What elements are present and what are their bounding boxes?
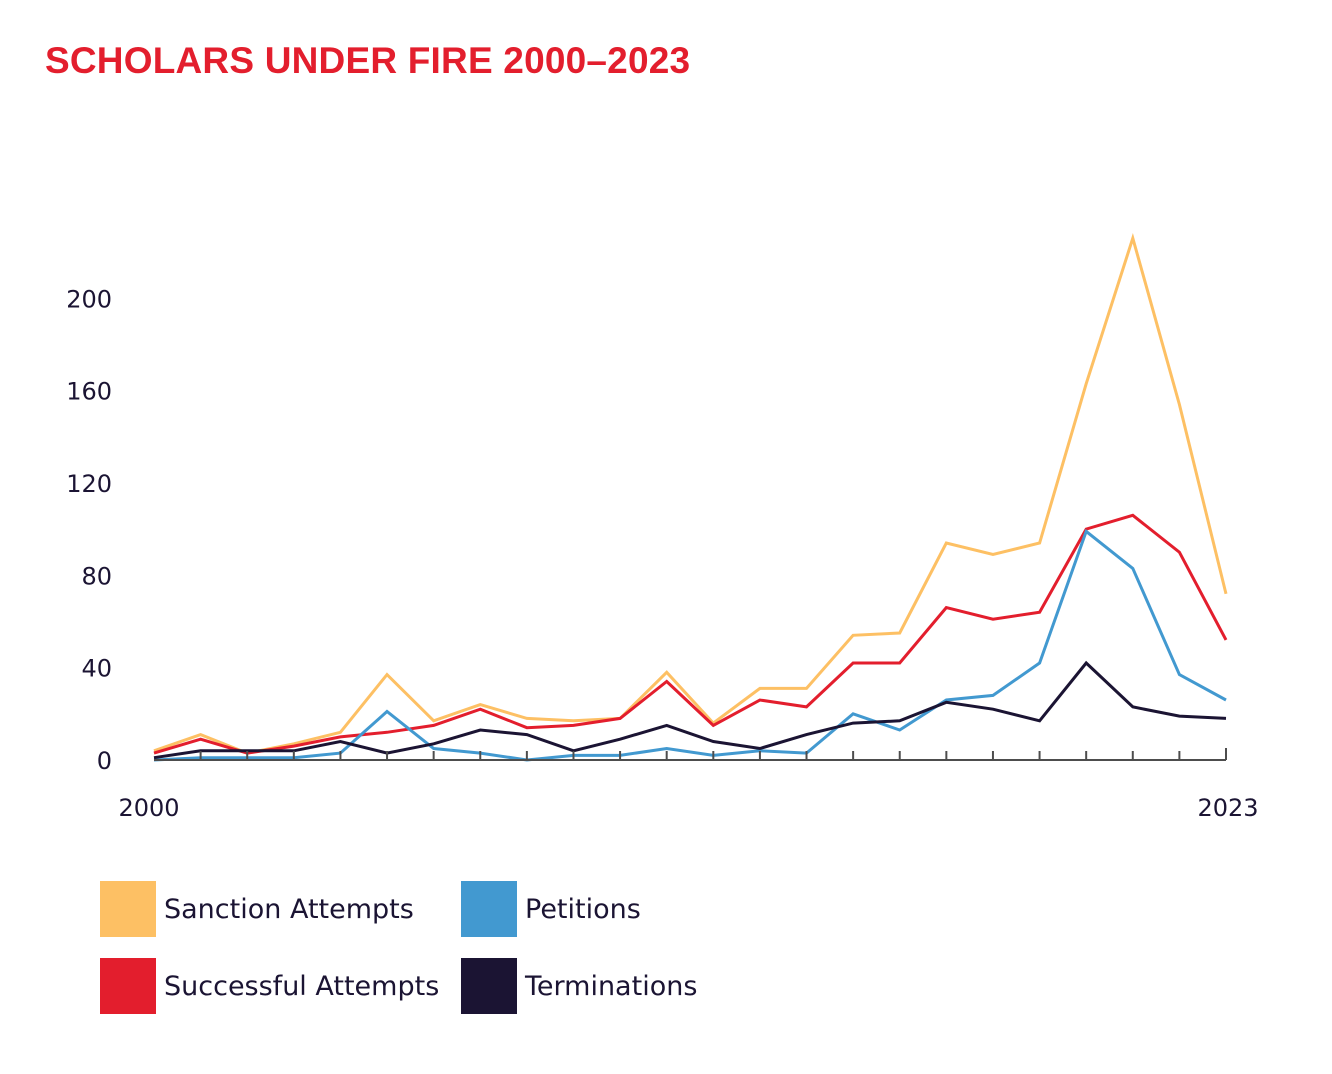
legend-label: Successful Attempts	[164, 970, 440, 1002]
legend-swatch	[461, 881, 517, 937]
legend-swatch	[100, 881, 156, 937]
legend-item: Sanction Attempts	[100, 881, 414, 937]
x-axis-labels: 2000 2023	[118, 794, 1258, 822]
y-tick-label: 80	[81, 562, 112, 590]
legend-item: Petitions	[461, 881, 641, 937]
series-lines	[153, 232, 1228, 762]
x-tick-label: 2023	[1197, 794, 1258, 822]
legend-item: Terminations	[461, 958, 697, 1014]
series-line-petitions	[153, 528, 1227, 762]
x-tick-label: 2000	[118, 794, 179, 822]
legend-swatch	[461, 958, 517, 1014]
series-line-terminations	[153, 660, 1227, 760]
y-tick-label: 120	[66, 470, 112, 498]
legend-label: Sanction Attempts	[164, 893, 414, 925]
y-tick-label: 0	[97, 747, 112, 775]
series-line-sanction-attempts	[153, 232, 1228, 755]
series-line-successful-attempts	[153, 513, 1228, 755]
legend-label: Terminations	[525, 970, 698, 1002]
x-axis-ticks	[199, 748, 1227, 760]
legend-item: Successful Attempts	[100, 958, 439, 1014]
chart-title: SCHOLARS UNDER FIRE 2000–2023	[45, 40, 691, 81]
legend-swatch	[100, 958, 156, 1014]
line-chart: 0 40 80 120 160 200 2000 2023	[66, 232, 1259, 822]
y-tick-label: 40	[81, 655, 112, 683]
legend-label: Petitions	[525, 893, 641, 925]
legend: Sanction Attempts Successful Attempts Peti…	[100, 881, 740, 1021]
y-axis-labels: 0 40 80 120 160 200	[66, 285, 112, 775]
y-tick-label: 160	[66, 378, 112, 406]
y-tick-label: 200	[66, 285, 112, 313]
